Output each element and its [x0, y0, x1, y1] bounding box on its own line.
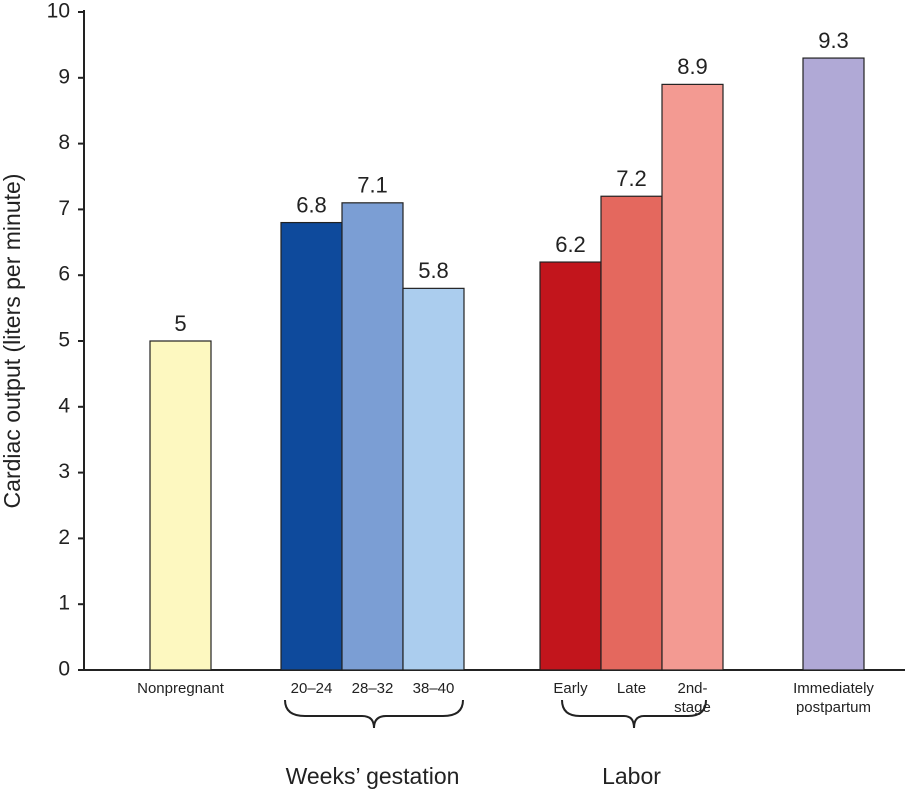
bar: [149, 340, 212, 671]
value-label: 6.2: [555, 232, 586, 257]
value-label: 6.8: [296, 192, 327, 217]
x-tick-label: Late: [616, 680, 647, 697]
y-tick-label: 4: [58, 394, 70, 417]
x-tick-label: Immediately postpartum: [793, 680, 874, 716]
y-tick-label: 0: [58, 658, 70, 681]
value-label: 8.9: [677, 54, 708, 79]
group-label: Weeks’ gestation: [286, 763, 460, 789]
value-label: 5: [174, 311, 186, 336]
bar: [341, 202, 404, 671]
y-tick-label: 8: [58, 131, 70, 154]
y-tick-label: 1: [58, 592, 70, 615]
y-tick-label: 9: [58, 65, 70, 88]
value-label: 5.8: [418, 258, 449, 283]
y-tick-label: 10: [47, 0, 70, 23]
brace: [561, 699, 707, 729]
y-tick-label: 7: [58, 197, 70, 220]
x-tick-label: 20–24: [290, 680, 333, 697]
bar: [600, 195, 663, 671]
value-label: 9.3: [818, 28, 849, 53]
y-tick-label: 3: [58, 460, 70, 483]
y-tick-label: 5: [58, 329, 70, 352]
x-tick-label: Nonpregnant: [137, 680, 224, 697]
brace: [284, 699, 464, 729]
bar: [539, 261, 602, 671]
y-tick-label: 6: [58, 263, 70, 286]
x-tick-label: 28–32: [351, 680, 394, 697]
value-label: 7.2: [616, 166, 647, 191]
y-axis-title: Cardiac output (liters per minute): [0, 174, 25, 509]
bar: [402, 287, 465, 671]
bar: [280, 221, 343, 671]
group-label: Labor: [602, 763, 661, 789]
value-label: 7.1: [357, 173, 388, 198]
x-tick-label: 2nd-stage: [674, 680, 711, 716]
bar: [802, 57, 865, 671]
x-tick-label: Early: [553, 680, 588, 697]
bar: [661, 83, 724, 671]
y-tick-label: 2: [58, 526, 70, 549]
x-tick-label: 38–40: [412, 680, 455, 697]
